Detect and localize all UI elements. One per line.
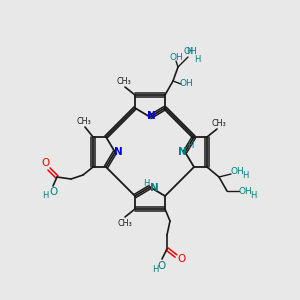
Text: OH: OH [230,167,244,176]
Text: O: O [177,254,185,264]
Text: O: O [41,158,49,168]
Text: H: H [186,46,192,56]
Text: O: O [158,261,166,271]
Text: CH₃: CH₃ [76,118,92,127]
Text: N: N [178,147,186,157]
Text: OH: OH [169,53,183,62]
Text: H: H [250,190,256,200]
Text: OH: OH [179,79,193,88]
Text: N: N [114,147,122,157]
Text: OH: OH [238,188,252,196]
Text: O: O [49,187,57,197]
Text: CH₃: CH₃ [118,218,132,227]
Text: H: H [194,56,200,64]
Text: H: H [143,179,149,188]
Text: H: H [152,266,158,274]
Text: OH: OH [183,46,197,56]
Text: CH₃: CH₃ [117,77,131,86]
Text: CH₃: CH₃ [212,119,226,128]
Text: N: N [150,183,158,193]
Text: N: N [147,111,155,121]
Text: H: H [242,172,248,181]
Text: H: H [42,190,48,200]
Text: H: H [187,140,193,149]
